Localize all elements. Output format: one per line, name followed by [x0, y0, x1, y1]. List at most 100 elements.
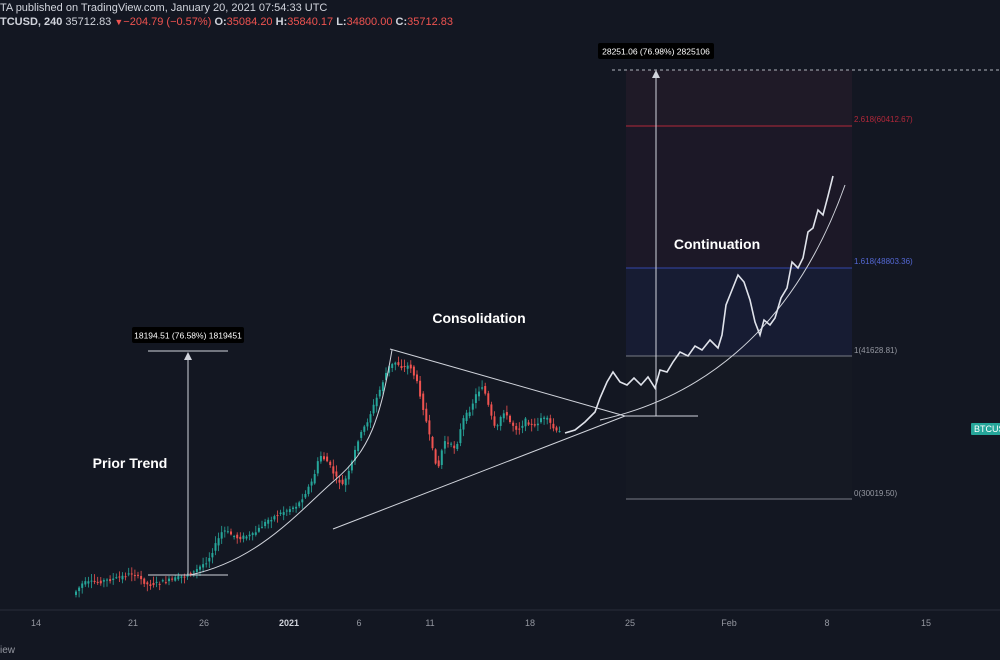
candle-body	[462, 418, 465, 430]
candle-body	[487, 393, 490, 405]
candle-body	[326, 456, 329, 462]
candle-body	[118, 576, 121, 578]
x-tick-label: 14	[31, 618, 41, 628]
candle-body	[183, 576, 186, 578]
candle-body	[459, 429, 462, 444]
candle-body	[375, 397, 378, 407]
candle-body	[341, 479, 344, 484]
candle-body	[307, 486, 310, 495]
candle-body	[360, 431, 363, 438]
measure-continuation[interactable]: 28251.06 (76.98%) 2825106	[598, 43, 714, 416]
candle-body	[208, 558, 211, 562]
candle-body	[186, 575, 189, 577]
candle-body	[158, 583, 161, 585]
candle-body	[251, 533, 254, 535]
candle-body	[99, 580, 102, 584]
x-tick-label: 11	[425, 618, 434, 628]
measure-prior-trend[interactable]: 18194.51 (76.58%) 1819451	[132, 327, 244, 576]
symbol-label[interactable]: TCUSD, 240	[0, 16, 63, 28]
candle-body	[236, 534, 239, 539]
candle-body	[403, 366, 406, 368]
candle-body	[171, 578, 174, 580]
candle-body	[180, 576, 183, 578]
candle-body	[310, 481, 313, 486]
candle-body	[205, 563, 208, 565]
measure-label-box	[132, 327, 244, 343]
x-tick-label: 2021	[279, 618, 299, 628]
candle-body	[233, 536, 236, 538]
parabolic-curve[interactable]	[599, 184, 846, 421]
triangle-upper-line[interactable]	[389, 348, 626, 417]
candle-body	[447, 442, 449, 444]
candle-body	[130, 573, 133, 575]
candle-body	[540, 418, 542, 423]
candle-body	[223, 530, 226, 532]
candle-body	[276, 515, 279, 517]
candle-body	[338, 479, 341, 483]
candle-body	[391, 364, 394, 368]
x-tick-label: 18	[525, 618, 535, 628]
candle-body	[425, 408, 428, 422]
projected-path[interactable]	[564, 175, 834, 434]
candle-body	[81, 583, 84, 588]
candle-body	[270, 519, 273, 522]
measure-label: 28251.06 (76.98%) 2825106	[602, 47, 710, 57]
candle-body	[521, 425, 524, 428]
fib-zone-middle	[626, 268, 852, 356]
candle-body	[87, 581, 90, 584]
candle-body	[192, 571, 195, 573]
candle-body	[471, 403, 474, 410]
candle-body	[242, 535, 245, 539]
candle-body	[152, 583, 155, 586]
candle-body	[261, 526, 263, 528]
triangle-lower-line[interactable]	[332, 415, 626, 530]
candle-body	[248, 534, 251, 537]
candle-body	[428, 420, 431, 435]
last-price: 35712.83	[65, 16, 112, 28]
candle-body	[496, 425, 499, 427]
symbol-price-badge: BTCUS	[971, 423, 1000, 435]
fib-label-0: 0(30019.50)	[854, 489, 897, 498]
x-tick-label: Feb	[721, 618, 737, 628]
candle-body	[378, 389, 381, 397]
candle-body	[155, 581, 158, 583]
candle-body	[543, 417, 546, 419]
fib-extension[interactable]: 2.618(60412.67) 1.618(48803.36) 1(41628.…	[626, 70, 913, 500]
candle-body	[484, 386, 487, 394]
candle-body	[397, 362, 400, 365]
x-tick-label: 26	[199, 618, 209, 628]
candle-body	[90, 580, 93, 582]
candle-body	[121, 575, 124, 580]
candle-body	[174, 577, 177, 581]
candle-body	[226, 531, 229, 533]
candle-body	[301, 499, 304, 503]
candle-body	[195, 569, 198, 572]
candle-body	[78, 587, 81, 592]
candle-body	[323, 456, 325, 460]
candle-body	[381, 382, 384, 391]
candle-body	[357, 441, 360, 451]
candle-body	[453, 445, 456, 449]
candle-body	[409, 364, 412, 369]
candle-body	[530, 423, 533, 425]
candle-body	[96, 581, 99, 583]
measure-label-box	[598, 43, 714, 59]
candle-body	[146, 582, 149, 585]
candle-body	[273, 516, 276, 520]
candle-body	[304, 493, 307, 498]
x-tick-label: 25	[625, 618, 635, 628]
candle-body	[199, 566, 201, 570]
fib-zone-upper	[626, 126, 852, 268]
candle-body	[443, 441, 446, 449]
candle-body	[524, 418, 527, 427]
candle-body	[385, 372, 387, 380]
candle-body	[431, 436, 434, 449]
candle-body	[527, 422, 530, 425]
x-tick-label: 8	[824, 618, 829, 628]
time-axis[interactable]: 14 21 26 2021 6 11 18 25 Feb 8 15	[31, 618, 931, 628]
candle-body	[137, 574, 139, 576]
measure-label: 18194.51 (76.58%) 1819451	[134, 331, 242, 341]
candle-body	[245, 536, 248, 539]
prior-trend-curve[interactable]	[189, 349, 393, 576]
